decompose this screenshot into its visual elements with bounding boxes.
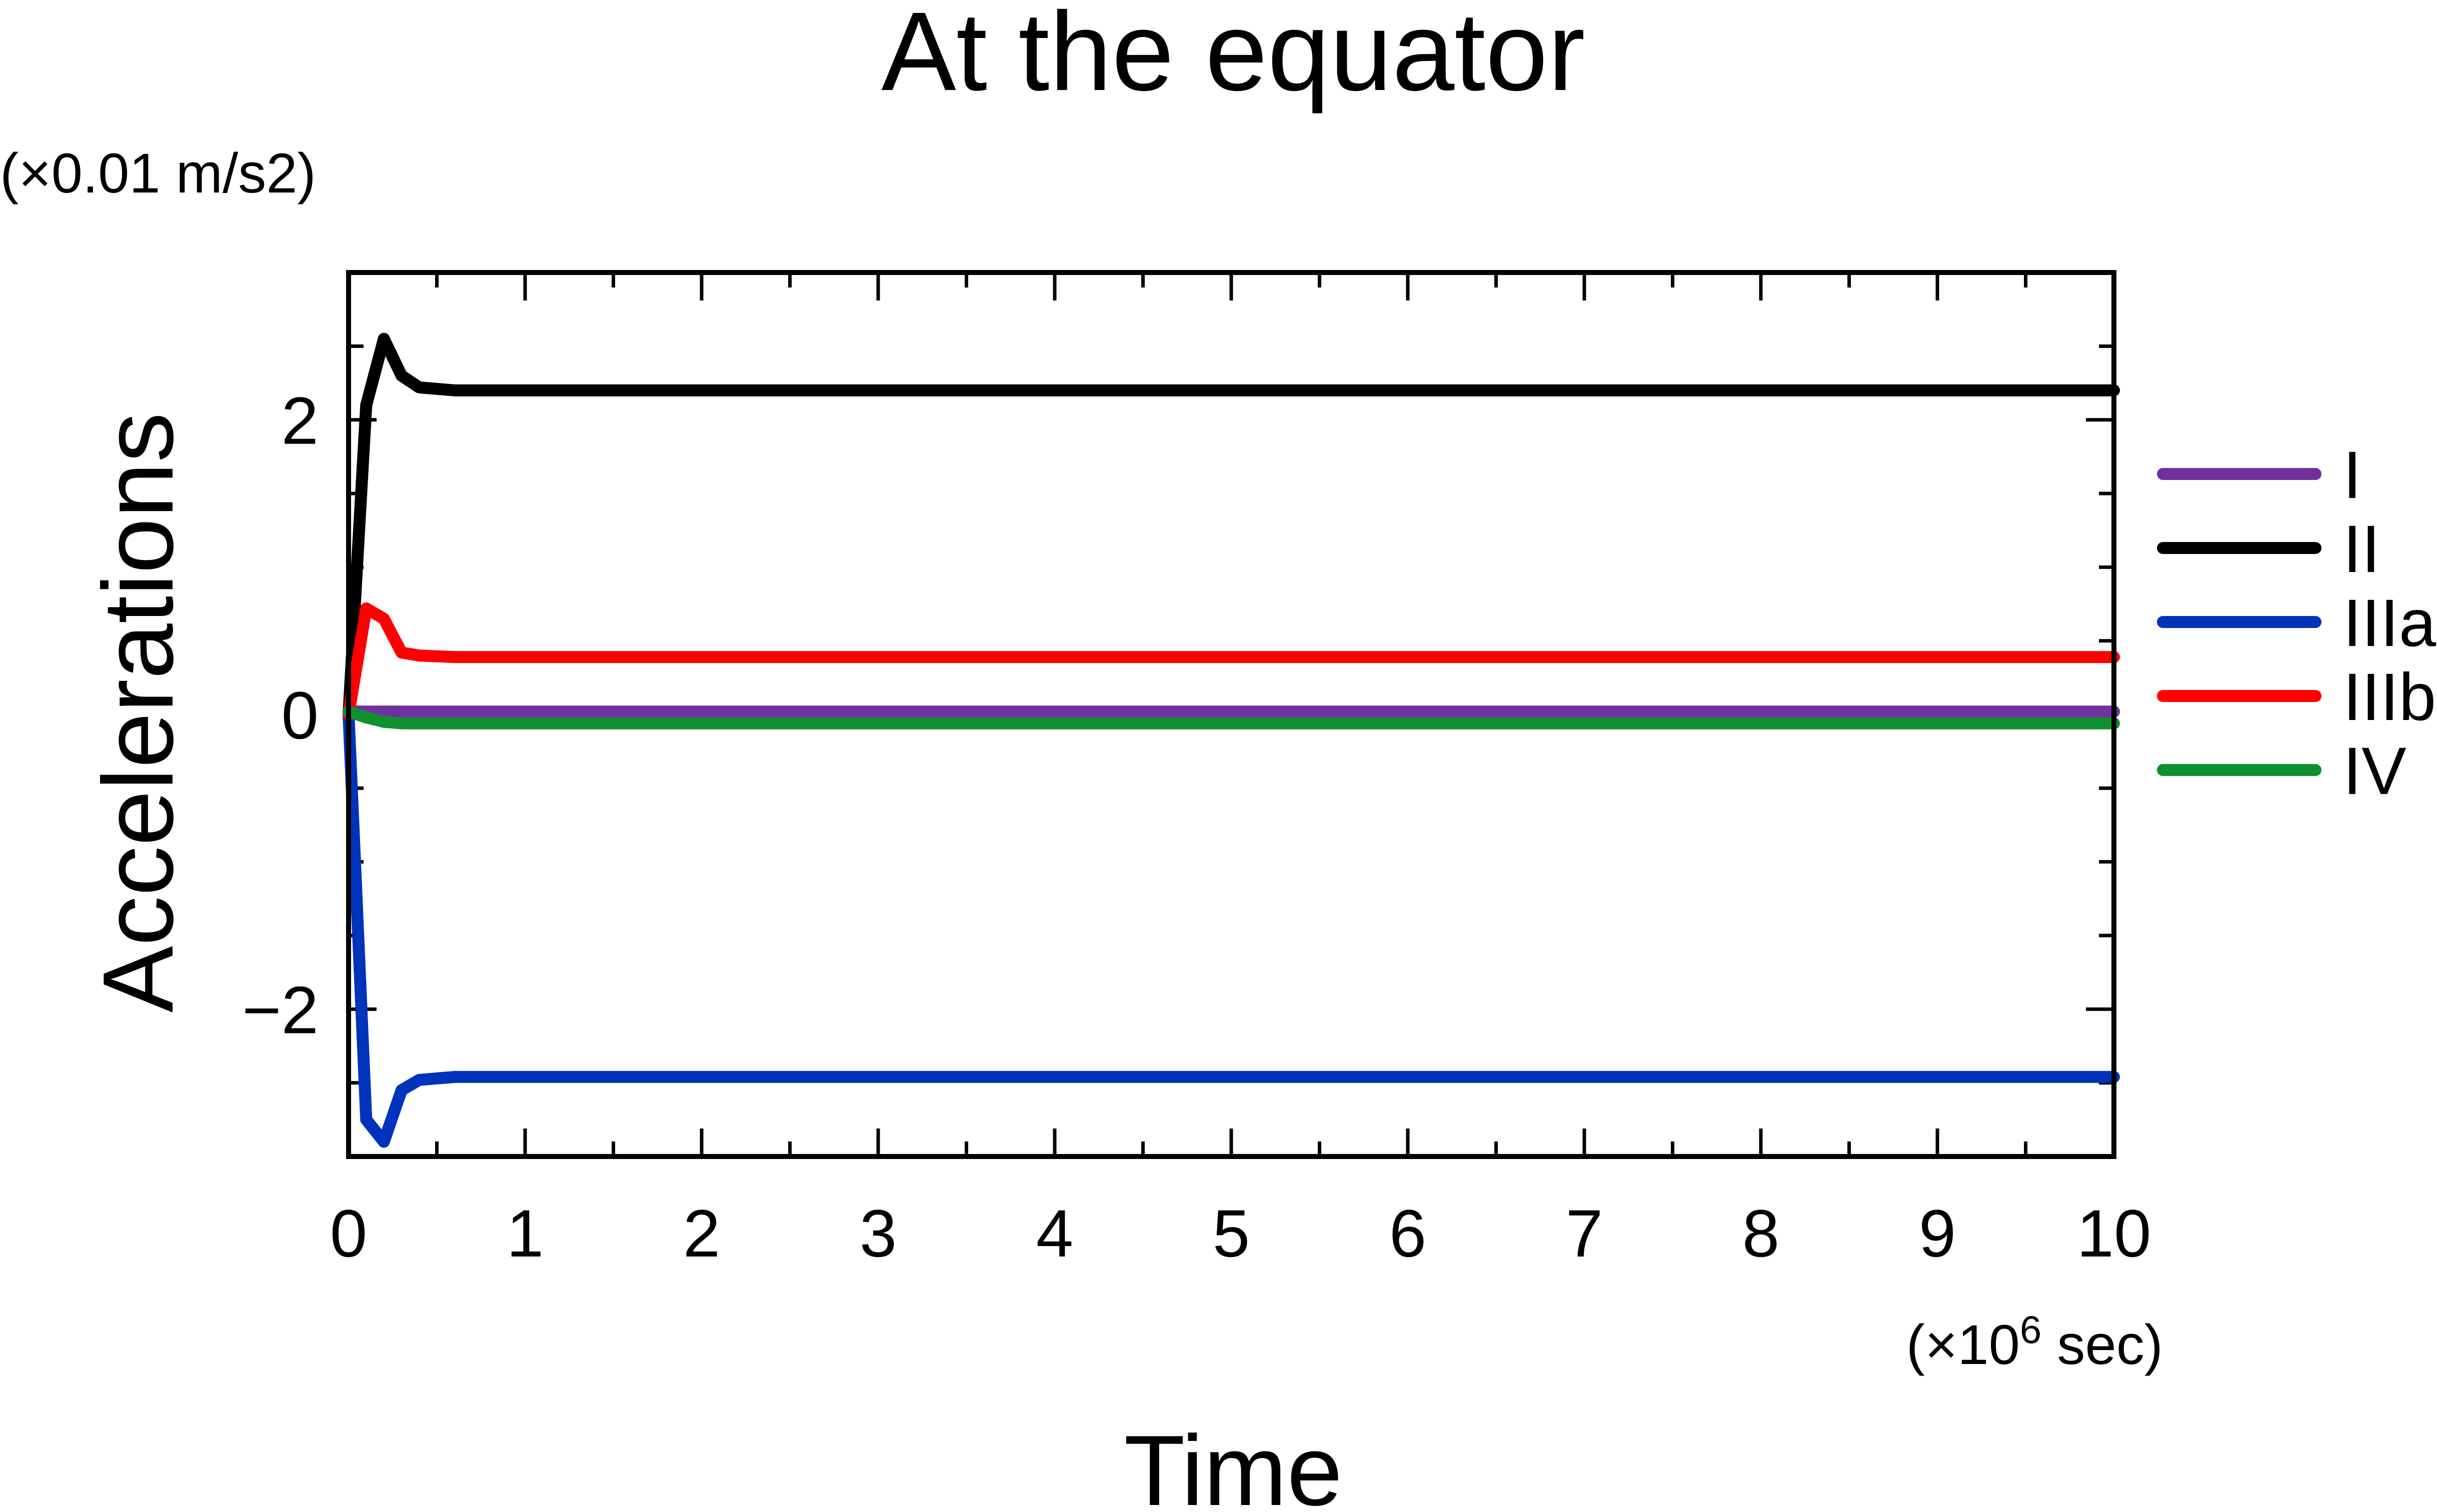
legend-label-IIIa: IIIa: [2343, 586, 2436, 660]
y-tick-label: −2: [242, 973, 319, 1048]
series-line-IIIb: [343, 602, 2120, 720]
x-tick-label: 8: [1742, 1196, 1780, 1271]
tick-labels: 0 1 2 3 4 5 6 7 8 9 10 −2 0 2: [242, 384, 2151, 1271]
x-tick-label: 10: [2076, 1196, 2151, 1271]
y-tick-label: 0: [281, 678, 319, 753]
x-tick-label: 3: [860, 1196, 897, 1271]
x-tick-label: 7: [1566, 1196, 1603, 1271]
series-lines: [343, 332, 2120, 1148]
x-axis-unit-prefix: (×10: [1906, 1314, 2020, 1376]
y-axis-unit: (×0.01 m/s2): [0, 142, 316, 204]
x-axis-label: Time: [1124, 1415, 1342, 1512]
legend-label-IV: IV: [2343, 734, 2406, 808]
x-axis-unit-exponent: 6: [2020, 1308, 2041, 1352]
legend-label-IIIb: IIIb: [2343, 660, 2436, 734]
x-tick-label: 0: [330, 1196, 368, 1271]
legend-label-II: II: [2343, 512, 2380, 586]
x-tick-label: 6: [1389, 1196, 1427, 1271]
x-tick-label: 1: [507, 1196, 544, 1271]
x-axis-unit-suffix: sec): [2041, 1314, 2163, 1376]
x-tick-label: 4: [1036, 1196, 1074, 1271]
series-line-IIIa: [343, 708, 2120, 1148]
legend-label-I: I: [2343, 438, 2361, 512]
chart-title: At the equator: [881, 0, 1585, 114]
series-line-II: [343, 332, 2120, 720]
series-line-IV: [343, 706, 2120, 730]
x-tick-label: 2: [683, 1196, 721, 1271]
x-tick-label: 5: [1213, 1196, 1250, 1271]
x-tick-label: 9: [1919, 1196, 1956, 1271]
plot-frame: [346, 270, 2116, 1159]
y-tick-label: 2: [281, 384, 319, 458]
y-axis-label: Accelerations: [83, 412, 194, 1013]
x-axis-unit: (×106 sec): [1906, 1308, 2163, 1376]
